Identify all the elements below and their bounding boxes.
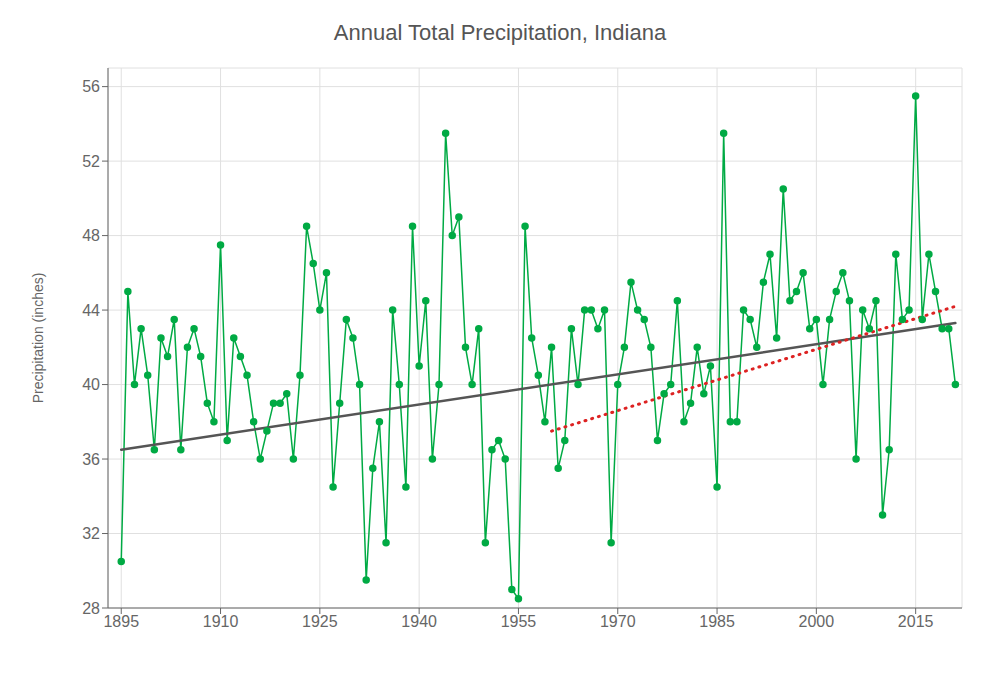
svg-text:40: 40 xyxy=(82,376,100,393)
svg-text:1955: 1955 xyxy=(501,613,537,630)
svg-text:1985: 1985 xyxy=(699,613,735,630)
svg-text:48: 48 xyxy=(82,227,100,244)
svg-text:2000: 2000 xyxy=(799,613,835,630)
svg-text:2015: 2015 xyxy=(898,613,934,630)
svg-text:56: 56 xyxy=(82,78,100,95)
html-text:Annual Total Precipitation, In: Annual Total Precipitation, Indiana xyxy=(333,20,667,45)
svg-text:1940: 1940 xyxy=(401,613,437,630)
svg-text:1910: 1910 xyxy=(203,613,239,630)
svg-text:28: 28 xyxy=(82,600,100,617)
svg-text:32: 32 xyxy=(82,525,100,542)
svg-text:44: 44 xyxy=(82,302,100,319)
svg-text:1925: 1925 xyxy=(302,613,338,630)
svg-text:36: 36 xyxy=(82,451,100,468)
svg-text:1970: 1970 xyxy=(600,613,636,630)
svg-text:52: 52 xyxy=(82,153,100,170)
svg-text:Precipitation (inches): Precipitation (inches) xyxy=(30,273,46,404)
svg-text:1895: 1895 xyxy=(103,613,139,630)
